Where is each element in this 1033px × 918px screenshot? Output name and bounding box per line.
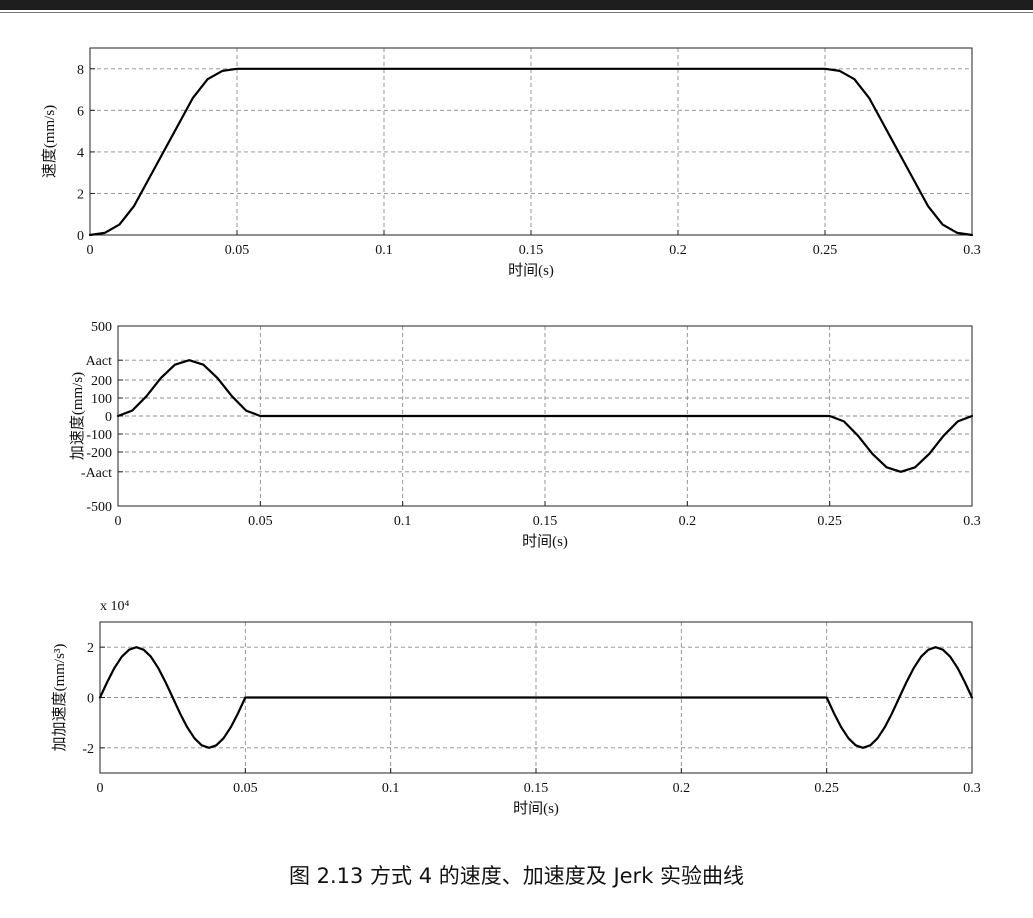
y-scale-label: x 10⁴ [100,599,130,614]
chart-jerk: 0 0.05 0.1 0.15 0.2 0.25 0.3 2 0 -2 时间(s) 加加速度(mm/s… [51,599,981,817]
y-tick-label: -2 [82,742,94,757]
y-tick-label: 0 [105,410,112,425]
y-tick-label: -200 [86,446,112,461]
y-tick-label: 100 [91,392,112,407]
y-tick-label: 200 [91,374,112,389]
x-tick-label: 0.1 [375,243,393,258]
plot-frame [89,47,973,236]
y-axis-label: 速度(mm/s) [41,105,58,178]
x-tick-label: 0 [97,781,104,796]
y-tick-label: 4 [77,146,84,161]
x-tick-label: 0.2 [669,243,687,258]
page-top-border [0,0,1033,10]
x-tick-label: 0.25 [817,514,842,529]
y-tick-label: -Aact [81,466,112,481]
chart-velocity: 0 0.05 0.1 0.15 0.2 0.25 0.3 0 2 4 6 8 时间(s) 速度(mm/s) [41,47,981,279]
page-top-rule [0,12,1033,13]
y-tick-label: -100 [86,428,112,443]
x-tick-label: 0.05 [233,781,258,796]
x-axis-label: 时间(s) [508,262,554,279]
y-tick-label: 0 [77,229,84,244]
y-tick-label: 500 [91,320,112,335]
figure-canvas: 0 0.05 0.1 0.15 0.2 0.25 0.3 0 2 4 6 8 时间(s) 速度(mm/s)… [41,47,981,817]
x-tick-label: 0.3 [963,243,981,258]
y-axis-label: 加加速度(mm/s³) [51,644,68,752]
x-tick-label: 0.15 [524,781,549,796]
figure-caption: 图 2.13 方式 4 的速度、加速度及 Jerk 实验曲线 [288,864,745,888]
x-tick-label: 0.2 [679,514,697,529]
x-tick-label: 0.1 [394,514,412,529]
x-tick-label: 0 [87,243,94,258]
series-line [116,359,974,473]
x-tick-label: 0.2 [673,781,691,796]
x-axis-label: 时间(s) [513,800,559,817]
x-tick-label: 0.05 [225,243,250,258]
y-axis-label: 加速度(mm/s) [69,372,86,460]
y-tick-label: 2 [77,187,84,202]
y-tick-label: Aact [86,354,113,369]
x-tick-label: 0.3 [963,514,981,529]
x-tick-label: 0.15 [519,243,544,258]
series-line [88,67,974,237]
y-tick-label: 8 [77,63,84,78]
chart-acceleration: 0 0.05 0.1 0.15 0.2 0.25 0.3 500 Aact 200 100 0 -100… [69,320,981,550]
series-line [98,646,974,749]
x-tick-label: 0 [115,514,122,529]
x-tick-label: 0.15 [533,514,558,529]
x-tick-label: 0.25 [813,243,838,258]
y-tick-label: -500 [86,500,112,515]
x-axis-label: 时间(s) [522,533,568,550]
x-tick-label: 0.05 [248,514,273,529]
y-tick-label: 2 [87,641,94,656]
x-tick-label: 0.1 [382,781,400,796]
x-tick-label: 0.3 [963,781,981,796]
y-tick-label: 6 [77,104,84,119]
y-tick-label: 0 [87,692,94,707]
x-tick-label: 0.25 [814,781,839,796]
